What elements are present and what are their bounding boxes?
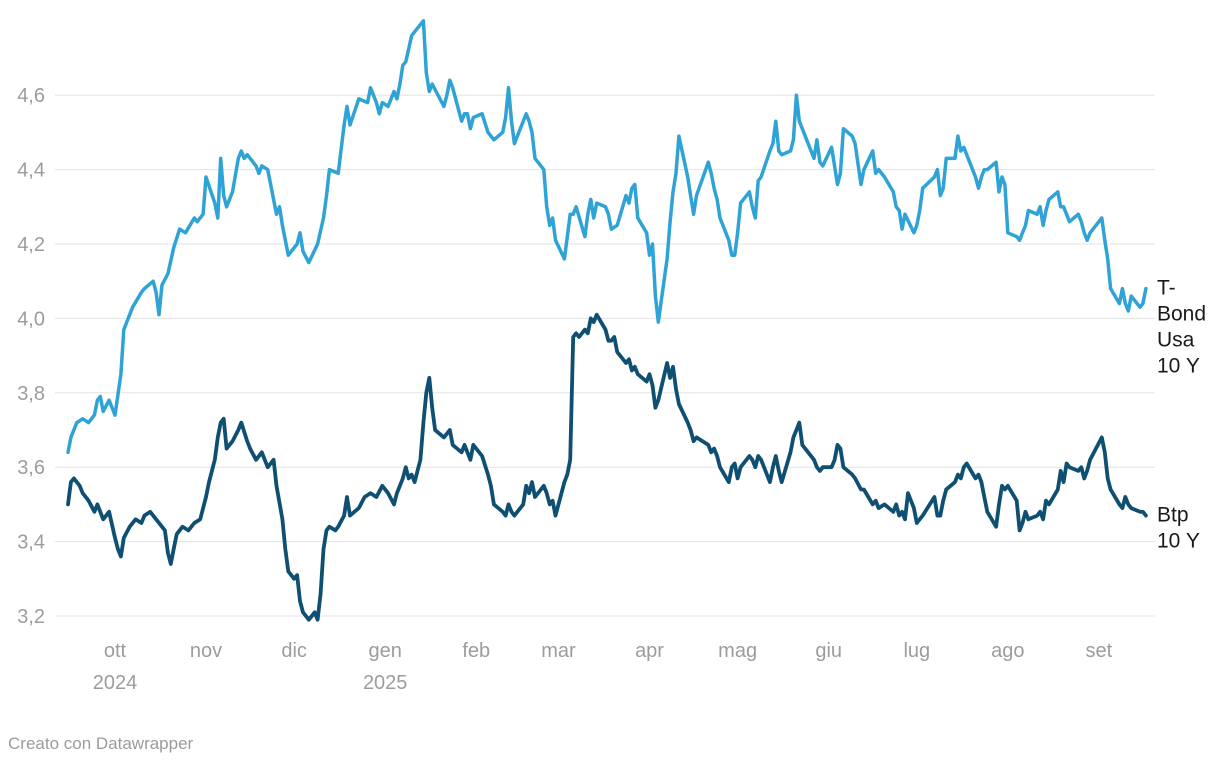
x-tick-label: ott	[104, 640, 127, 662]
x-tick-label: set	[1086, 640, 1113, 662]
x-tick-label: giu	[815, 640, 842, 662]
x-tick-label: ago	[991, 640, 1024, 662]
y-tick-label: 3,4	[17, 532, 45, 554]
x-tick-label: lug	[903, 640, 930, 662]
series-label-btp: Btp 10 Y	[1157, 504, 1200, 553]
x-tick-label: mar	[541, 640, 576, 662]
x-tick-label: gen	[369, 640, 402, 662]
y-tick-label: 4,0	[17, 308, 45, 330]
x-tick-label: nov	[190, 640, 222, 662]
y-tick-label: 4,2	[17, 234, 45, 256]
x-year-label: 2025	[363, 672, 408, 694]
y-tick-label: 3,2	[17, 606, 45, 628]
y-tick-label: 4,4	[17, 160, 45, 182]
series-line-tbond	[66, 19, 1148, 455]
y-axis-labels: 3,2 3,4 3,6 3,8 4,0 4,2 4,4 4,6	[17, 85, 45, 628]
series-end-labels: T-Bond Usa 10 Y Btp 10 Y	[1157, 277, 1206, 553]
attribution: Creato con Datawrapper	[8, 734, 194, 753]
x-axis-labels: ott 2024 nov dic gen 2025 feb mar apr mag giu lug ag…	[93, 640, 1113, 694]
x-tick-label: apr	[635, 640, 664, 662]
series-label-tbond: T-Bond Usa 10 Y	[1157, 277, 1206, 378]
gridlines	[55, 94, 1155, 617]
series-lines	[66, 19, 1148, 622]
y-tick-label: 3,8	[17, 383, 45, 405]
x-tick-label: mag	[718, 640, 757, 662]
x-tick-label: feb	[462, 640, 490, 662]
series-line-btp	[66, 312, 1148, 622]
y-tick-label: 3,6	[17, 457, 45, 479]
x-tick-label: dic	[281, 640, 307, 662]
x-year-label: 2024	[93, 672, 138, 694]
y-tick-label: 4,6	[17, 85, 45, 107]
